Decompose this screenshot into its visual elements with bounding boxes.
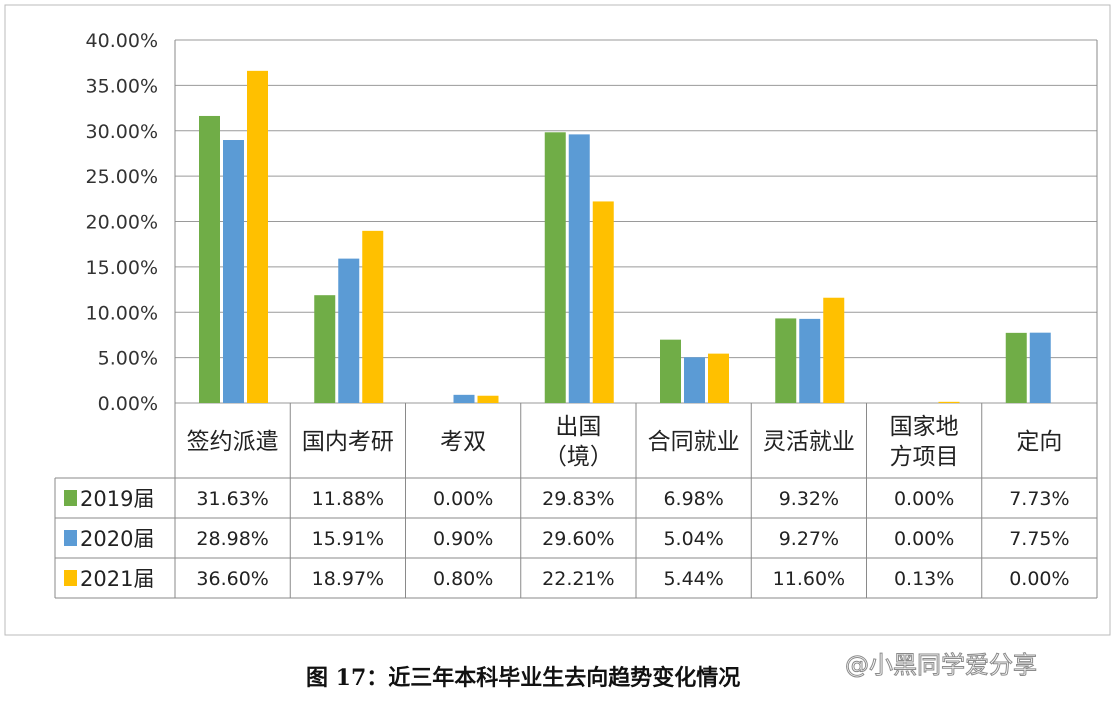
category-label: 合同就业 — [648, 429, 740, 455]
bar-2020届 — [223, 140, 244, 403]
bar-2019届 — [199, 115, 220, 403]
category-label: 出国 — [555, 414, 601, 440]
category-label: 国内考研 — [302, 429, 394, 455]
data-table-cell: 28.98% — [196, 528, 268, 550]
bar-2021届 — [247, 70, 268, 403]
data-table-cell: 22.21% — [542, 568, 614, 590]
data-table-cell: 29.83% — [542, 488, 614, 510]
data-table-cell: 18.97% — [312, 568, 384, 590]
category-label: 定向 — [1016, 429, 1062, 455]
legend-label: 2020届 — [80, 527, 154, 551]
data-table-cell: 0.00% — [894, 528, 954, 550]
y-tick-label: 15.00% — [86, 257, 158, 279]
bar-2019届 — [544, 132, 566, 403]
y-tick-label: 20.00% — [86, 212, 158, 234]
bar-2021届 — [708, 353, 729, 403]
data-table-cell: 29.60% — [542, 528, 614, 550]
bar-2020届 — [338, 258, 360, 403]
bar-2020届 — [1029, 332, 1051, 403]
bar-2021届 — [592, 201, 614, 403]
legend-swatch-2020届 — [64, 530, 77, 546]
y-tick-label: 5.00% — [98, 348, 158, 370]
data-table-cell: 11.60% — [773, 568, 845, 590]
data-table-cell: 7.73% — [1009, 488, 1069, 510]
watermark: @小黑同学爱分享 — [845, 651, 1038, 680]
bar-2020届 — [568, 134, 590, 403]
y-tick-label: 35.00% — [86, 75, 158, 97]
legend-swatch-2021届 — [64, 570, 77, 586]
y-tick-label: 0.00% — [98, 393, 158, 415]
data-table-cell: 11.88% — [312, 488, 384, 510]
data-table-cell: 31.63% — [196, 488, 268, 510]
data-table-cell: 9.27% — [779, 528, 839, 550]
bar-2021届 — [362, 230, 384, 403]
category-label: （境） — [544, 444, 613, 470]
category-label: 灵活就业 — [763, 429, 855, 455]
data-table-cell: 0.13% — [894, 568, 954, 590]
legend-swatch-2019届 — [64, 490, 77, 506]
y-tick-label: 30.00% — [86, 121, 158, 143]
data-table-cell: 9.32% — [779, 488, 839, 510]
bar-2019届 — [775, 318, 797, 403]
category-label: 考双 — [440, 429, 486, 455]
legend-label: 2019届 — [80, 487, 154, 511]
y-tick-label: 40.00% — [86, 30, 158, 52]
data-table-cell: 0.80% — [433, 568, 493, 590]
data-table-cell: 0.00% — [894, 488, 954, 510]
bar-2021届 — [938, 401, 960, 403]
data-table-cell: 0.00% — [433, 488, 493, 510]
data-table-cell: 0.00% — [1009, 568, 1069, 590]
data-table-cell: 15.91% — [312, 528, 384, 550]
legend-label: 2021届 — [80, 567, 154, 591]
bar-2019届 — [660, 339, 681, 403]
data-table-cell: 0.90% — [433, 528, 493, 550]
y-tick-label: 25.00% — [86, 166, 158, 188]
data-table-cell: 5.04% — [663, 528, 723, 550]
bar-2020届 — [453, 394, 475, 403]
bar-2019届 — [314, 295, 336, 403]
category-label: 国家地 — [890, 414, 959, 440]
bar-2021届 — [477, 395, 499, 403]
category-label: 签约派遣 — [187, 429, 279, 455]
category-label: 方项目 — [890, 444, 959, 470]
chart-caption: 图 17：近三年本科毕业生去向趋势变化情况 — [306, 665, 741, 691]
data-table-cell: 7.75% — [1009, 528, 1069, 550]
bar-2020届 — [799, 318, 821, 403]
bar-2021届 — [823, 297, 845, 403]
y-tick-label: 10.00% — [86, 302, 158, 324]
bar-2020届 — [684, 357, 705, 403]
data-table-cell: 6.98% — [663, 488, 723, 510]
bar-2019届 — [1005, 332, 1027, 403]
data-table-cell: 36.60% — [196, 568, 268, 590]
data-table-cell: 5.44% — [663, 568, 723, 590]
